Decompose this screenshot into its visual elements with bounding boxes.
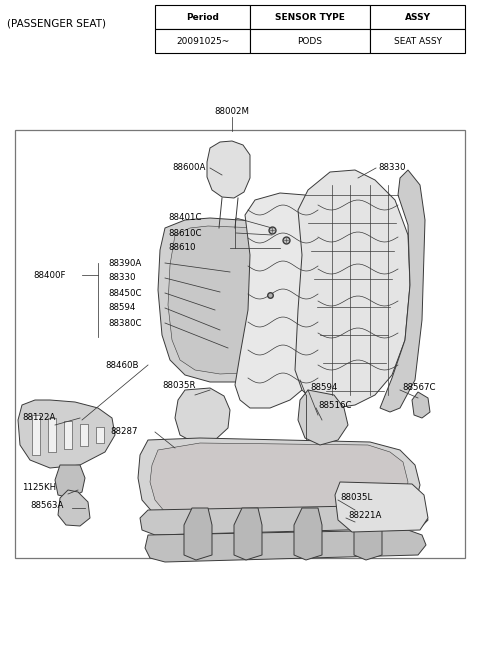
Polygon shape: [64, 421, 72, 449]
Text: (PASSENGER SEAT): (PASSENGER SEAT): [7, 18, 106, 28]
Text: 88035L: 88035L: [340, 493, 372, 502]
Text: 88400F: 88400F: [33, 271, 65, 280]
Polygon shape: [158, 218, 320, 382]
Polygon shape: [140, 505, 428, 535]
Text: PODS: PODS: [298, 37, 323, 45]
Text: 88516C: 88516C: [318, 400, 351, 409]
Text: 88002M: 88002M: [215, 107, 250, 117]
Polygon shape: [150, 443, 408, 520]
Text: 88563A: 88563A: [30, 502, 63, 510]
Text: 88390A: 88390A: [108, 259, 141, 267]
Polygon shape: [354, 508, 382, 560]
Text: 88610C: 88610C: [168, 229, 202, 238]
Text: SEAT ASSY: SEAT ASSY: [394, 37, 442, 45]
Text: 88221A: 88221A: [348, 512, 382, 521]
Polygon shape: [145, 530, 426, 562]
Text: 88122A: 88122A: [22, 413, 55, 422]
Polygon shape: [298, 390, 348, 445]
Polygon shape: [295, 170, 410, 408]
Bar: [155, 29, 250, 53]
Text: 20091025~: 20091025~: [176, 37, 229, 45]
Text: SENSOR TYPE: SENSOR TYPE: [275, 12, 345, 22]
Text: 88610: 88610: [168, 244, 195, 252]
Polygon shape: [58, 490, 90, 526]
Text: 1125KH: 1125KH: [22, 483, 56, 493]
Text: 88567C: 88567C: [402, 383, 435, 392]
Text: 88330: 88330: [378, 164, 406, 172]
Polygon shape: [207, 141, 250, 198]
Bar: [250, 29, 370, 53]
Text: 88380C: 88380C: [108, 318, 142, 328]
Text: 88450C: 88450C: [108, 288, 142, 297]
Polygon shape: [294, 508, 322, 560]
Polygon shape: [412, 392, 430, 418]
Polygon shape: [184, 508, 212, 560]
Text: Period: Period: [186, 12, 219, 22]
Polygon shape: [335, 482, 428, 532]
Text: 88600A: 88600A: [172, 164, 205, 172]
Polygon shape: [32, 415, 40, 455]
Polygon shape: [138, 438, 420, 525]
Text: 88287: 88287: [110, 428, 137, 436]
Text: 88460B: 88460B: [105, 360, 139, 369]
Text: ASSY: ASSY: [405, 12, 431, 22]
Text: 88330: 88330: [108, 274, 135, 282]
Polygon shape: [380, 170, 425, 412]
Text: 88594: 88594: [310, 383, 337, 392]
Polygon shape: [235, 193, 328, 408]
Bar: [250, 5, 370, 29]
Text: 88401C: 88401C: [168, 214, 202, 223]
Bar: [370, 5, 465, 29]
Polygon shape: [18, 400, 115, 468]
Polygon shape: [80, 424, 88, 446]
Text: 88035R: 88035R: [162, 381, 195, 390]
Polygon shape: [96, 427, 104, 443]
Polygon shape: [48, 418, 56, 452]
Bar: [155, 5, 250, 29]
Polygon shape: [234, 508, 262, 560]
Polygon shape: [55, 465, 85, 498]
Text: 88594: 88594: [108, 303, 135, 312]
Bar: [370, 29, 465, 53]
Bar: [15, 130, 465, 558]
Polygon shape: [168, 226, 310, 374]
Polygon shape: [175, 388, 230, 443]
